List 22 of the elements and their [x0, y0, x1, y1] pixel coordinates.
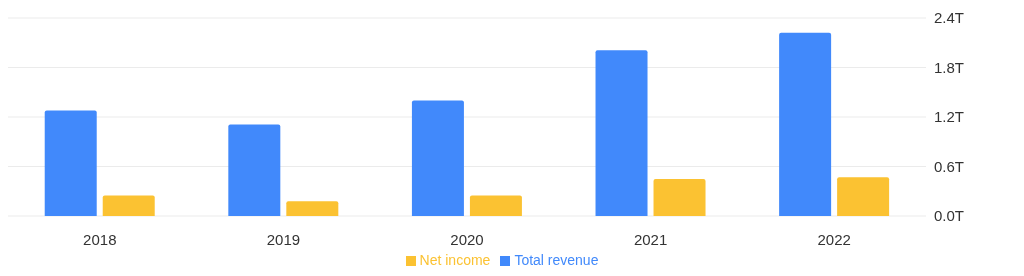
- bar: [595, 50, 648, 216]
- y-tick-label: 0.0T: [934, 207, 965, 225]
- bar: [44, 110, 97, 216]
- bar: [102, 195, 155, 216]
- x-tick-label: 2020: [450, 230, 484, 248]
- x-tick-label: 2018: [83, 230, 117, 248]
- bar: [411, 100, 464, 216]
- y-tick-label: 0.6T: [934, 157, 965, 175]
- bar: [228, 124, 281, 216]
- x-tick-label: 2019: [266, 230, 301, 248]
- bar: [653, 178, 706, 216]
- x-tick-label: 2022: [817, 230, 851, 248]
- legend-label: Net income: [419, 252, 491, 268]
- x-tick-label: 2021: [633, 230, 668, 248]
- bar: [286, 201, 339, 216]
- y-tick-label: 2.4T: [934, 9, 965, 27]
- legend-label: Total revenue: [514, 252, 599, 268]
- y-tick-label: 1.8T: [934, 58, 965, 76]
- bar: [469, 195, 522, 216]
- bar: [779, 32, 832, 216]
- y-tick-label: 1.2T: [934, 108, 965, 126]
- bar: [837, 177, 890, 216]
